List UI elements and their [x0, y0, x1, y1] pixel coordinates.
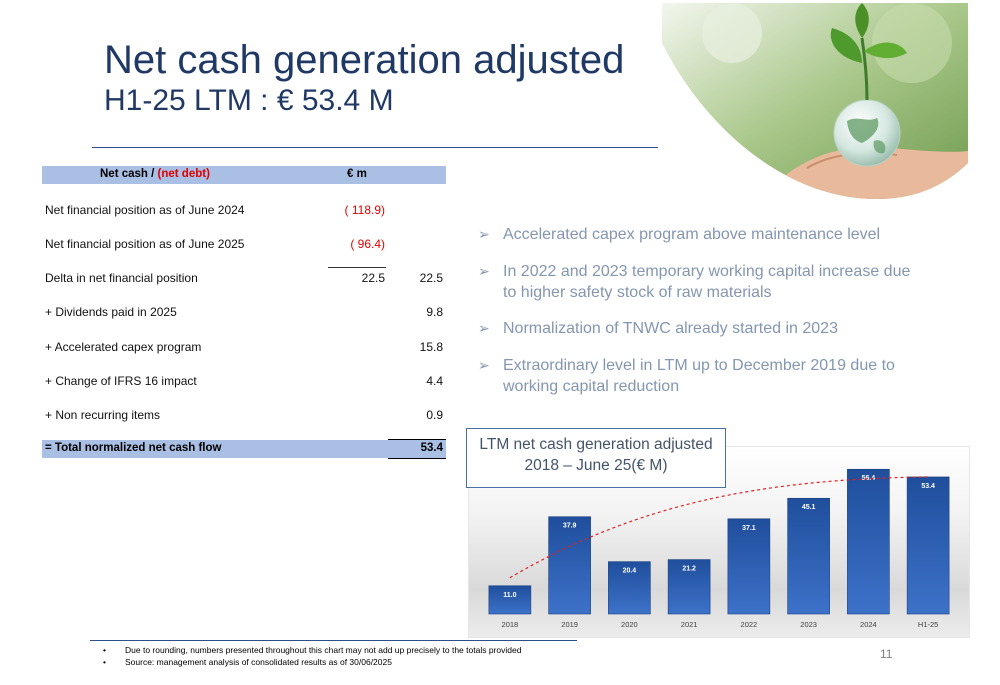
bar-value-label: 53.4	[921, 483, 935, 490]
total-row-label: = Total normalized net cash flow	[45, 442, 222, 454]
bar-2022	[727, 518, 771, 615]
total-bottom-rule	[388, 458, 446, 459]
bar-2023	[787, 497, 830, 615]
bar-value-label: 20.4	[623, 568, 637, 575]
bullet-dot-icon: •	[103, 657, 106, 667]
bullet-item: ➢ In 2022 and 2023 temporary working cap…	[478, 263, 911, 301]
delta-underline	[328, 267, 386, 268]
table-header-label: Net cash / (net debt)	[100, 168, 210, 180]
hand-globe-plant-photo	[662, 3, 968, 199]
x-tick-label: 2019	[561, 620, 578, 629]
x-tick-label: 2020	[621, 620, 638, 629]
page-subtitle: H1-25 LTM : € 53.4 M	[104, 84, 394, 117]
bar-value-label: 21.2	[682, 566, 696, 573]
table-row-mid-value: ( 118.9)	[344, 203, 385, 217]
chart-title: LTM net cash generation adjusted 2018 – …	[479, 436, 713, 474]
table-header-unit: € m	[347, 168, 367, 180]
table-row-label: Net financial position as of June 2024	[45, 203, 245, 217]
total-row-value: 53.4	[420, 442, 443, 454]
table-row-label: + Dividends paid in 2025	[45, 305, 177, 319]
footnote: • Source: management analysis of consolid…	[103, 657, 392, 667]
table-row-label: + Non recurring items	[45, 408, 161, 422]
bar-2018	[488, 585, 532, 615]
table-row-label: Delta in net financial position	[45, 271, 198, 285]
table-row-right-value: 0.9	[426, 408, 443, 422]
table-row-label: Net financial position as of June 2025	[45, 237, 245, 251]
total-top-rule	[388, 439, 446, 440]
bullet-item: ➢ Accelerated capex program above mainte…	[478, 226, 881, 243]
bar-value-label: 37.9	[563, 523, 577, 530]
bullet-dot-icon: •	[103, 645, 106, 655]
table-header-bar	[42, 166, 446, 184]
table-row-mid-value: 22.5	[361, 271, 385, 285]
chart-title-box	[466, 428, 726, 488]
title-divider	[92, 147, 658, 148]
bar-2019	[548, 516, 591, 615]
bar-value-label: 11.0	[503, 592, 516, 599]
net-debt-label: (net debt)	[157, 168, 210, 180]
footnote: • Due to rounding, numbers presented thro…	[103, 645, 522, 655]
table-row-right-value: 4.4	[426, 374, 443, 388]
bar-2024	[847, 468, 890, 615]
arrow-bullet-icon: ➢	[478, 263, 490, 279]
bar-value-label: 56.4	[862, 475, 876, 482]
x-tick-label: 2023	[800, 620, 817, 629]
x-tick-label: 2018	[502, 620, 519, 629]
bar-2021	[667, 559, 711, 615]
bar-2020	[608, 561, 651, 615]
page-title: Net cash generation adjusted	[104, 38, 625, 82]
table-row-mid-value: ( 96.4)	[350, 237, 385, 251]
x-tick-label: 2022	[741, 620, 758, 629]
page-number: 11	[880, 647, 893, 661]
arrow-bullet-icon: ➢	[478, 226, 490, 242]
bar-value-label: 45.1	[802, 504, 816, 511]
x-tick-label: 2024	[860, 620, 877, 629]
bullet-item: ➢ Normalization of TNWC already started …	[478, 320, 838, 337]
total-row-bar	[42, 440, 446, 458]
bar-chart: 11.0 2018 37.9 2019 20.4 2020 21.2 2021 37.1 2022…	[488, 468, 950, 629]
x-tick-label: 2021	[681, 620, 698, 629]
bullet-item: ➢ Extraordinary level in LTM up to Decem…	[478, 357, 895, 395]
x-tick-label: H1-25	[918, 620, 938, 629]
bar-value-label: 37.1	[742, 525, 756, 532]
table-row-label: + Accelerated capex program	[45, 340, 202, 354]
table-row-label: + Change of IFRS 16 impact	[45, 374, 197, 388]
table-row-right-value: 9.8	[426, 305, 443, 319]
footer-divider	[90, 640, 577, 641]
table-row-right-value: 22.5	[419, 271, 443, 285]
table-row-right-value: 15.8	[419, 340, 443, 354]
arrow-bullet-icon: ➢	[478, 320, 490, 336]
bar-h1-25	[906, 476, 950, 615]
arrow-bullet-icon: ➢	[478, 357, 490, 373]
